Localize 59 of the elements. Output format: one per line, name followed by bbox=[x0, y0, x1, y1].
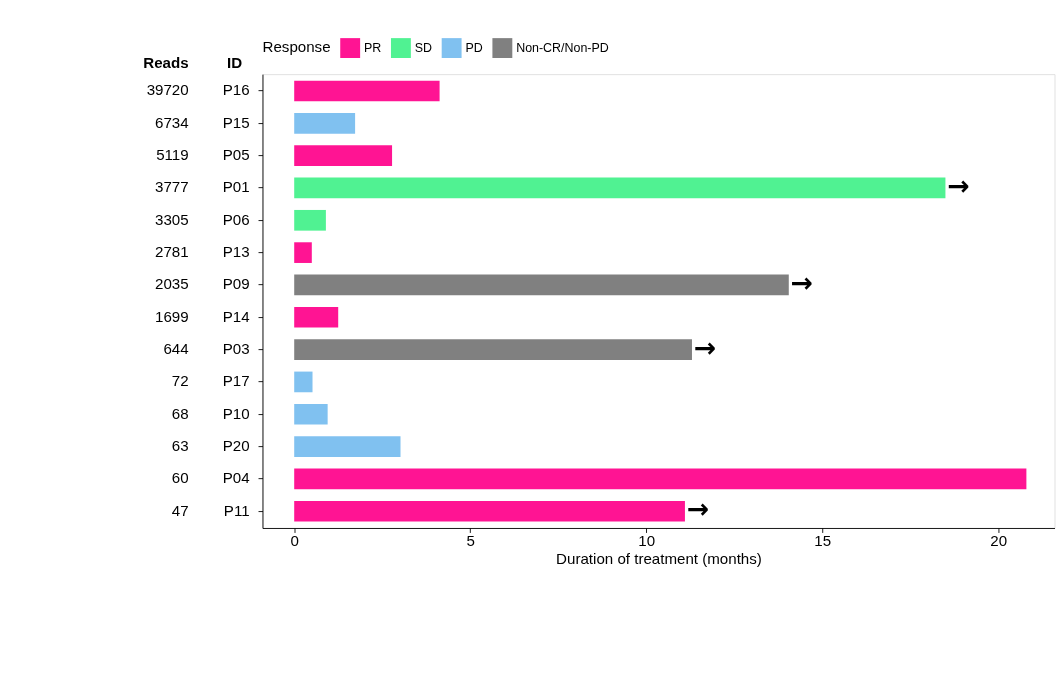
y-tick-label: P17 bbox=[222, 372, 250, 390]
bar bbox=[294, 371, 313, 393]
text: 2781 bbox=[155, 243, 189, 261]
legend-title: Response bbox=[262, 37, 331, 55]
x-tick-label: 20 bbox=[990, 532, 1008, 550]
legend-label: SD bbox=[414, 40, 432, 55]
bar bbox=[294, 500, 685, 522]
x-tick-label: 5 bbox=[466, 532, 475, 550]
y-tick-label: P16 bbox=[222, 81, 250, 99]
y-tick-label: P09 bbox=[222, 275, 250, 293]
text: 6734 bbox=[155, 113, 189, 131]
text: 644 bbox=[163, 340, 189, 358]
y-tick-label: P03 bbox=[222, 340, 250, 358]
text: Reads bbox=[143, 53, 189, 71]
y-tick-label: P10 bbox=[222, 404, 250, 422]
text: ID bbox=[226, 53, 243, 71]
bar bbox=[294, 306, 339, 328]
text: 47 bbox=[171, 501, 189, 519]
text: 5119 bbox=[156, 146, 189, 164]
text: 68 bbox=[171, 404, 189, 422]
text: 60 bbox=[171, 469, 189, 487]
bar bbox=[294, 403, 328, 425]
x-axis-title: Duration of treatment (months) bbox=[556, 550, 762, 568]
legend-label: PD bbox=[465, 40, 483, 55]
bar bbox=[294, 339, 692, 360]
text: 3305 bbox=[155, 210, 189, 228]
y-tick-label: P01 bbox=[222, 178, 250, 196]
text: 2035 bbox=[155, 275, 189, 293]
x-tick-label: 15 bbox=[814, 532, 832, 550]
text: 63 bbox=[171, 437, 189, 455]
annotation: → bbox=[947, 170, 970, 202]
annotation: → bbox=[693, 331, 717, 363]
y-tick-label: P14 bbox=[222, 307, 250, 325]
text: 3777 bbox=[155, 178, 189, 196]
annotation: → bbox=[686, 493, 710, 525]
bar bbox=[294, 145, 393, 166]
y-tick-label: P05 bbox=[222, 146, 250, 164]
bar bbox=[294, 468, 1027, 490]
bar bbox=[294, 436, 401, 457]
x-tick-label: 0 bbox=[290, 532, 299, 550]
x-tick-label: 10 bbox=[638, 532, 656, 550]
bar bbox=[294, 209, 326, 231]
bar bbox=[294, 80, 440, 102]
bar bbox=[294, 274, 789, 296]
y-tick-label: P11 bbox=[223, 501, 250, 519]
legend-label: PR bbox=[363, 40, 382, 55]
annotation: → bbox=[790, 267, 813, 299]
bar bbox=[294, 177, 946, 199]
legend-label: Non-CR/Non-PD bbox=[516, 40, 609, 55]
y-tick-label: P04 bbox=[222, 469, 250, 487]
bar bbox=[294, 112, 356, 134]
text: 1699 bbox=[155, 307, 189, 325]
y-tick-label: P06 bbox=[222, 210, 250, 228]
y-tick-label: P20 bbox=[222, 437, 250, 455]
text: 39720 bbox=[146, 81, 189, 99]
text: 72 bbox=[171, 372, 189, 390]
y-tick-label: P13 bbox=[222, 243, 250, 261]
bar bbox=[294, 242, 312, 263]
y-tick-label: P15 bbox=[222, 113, 250, 131]
